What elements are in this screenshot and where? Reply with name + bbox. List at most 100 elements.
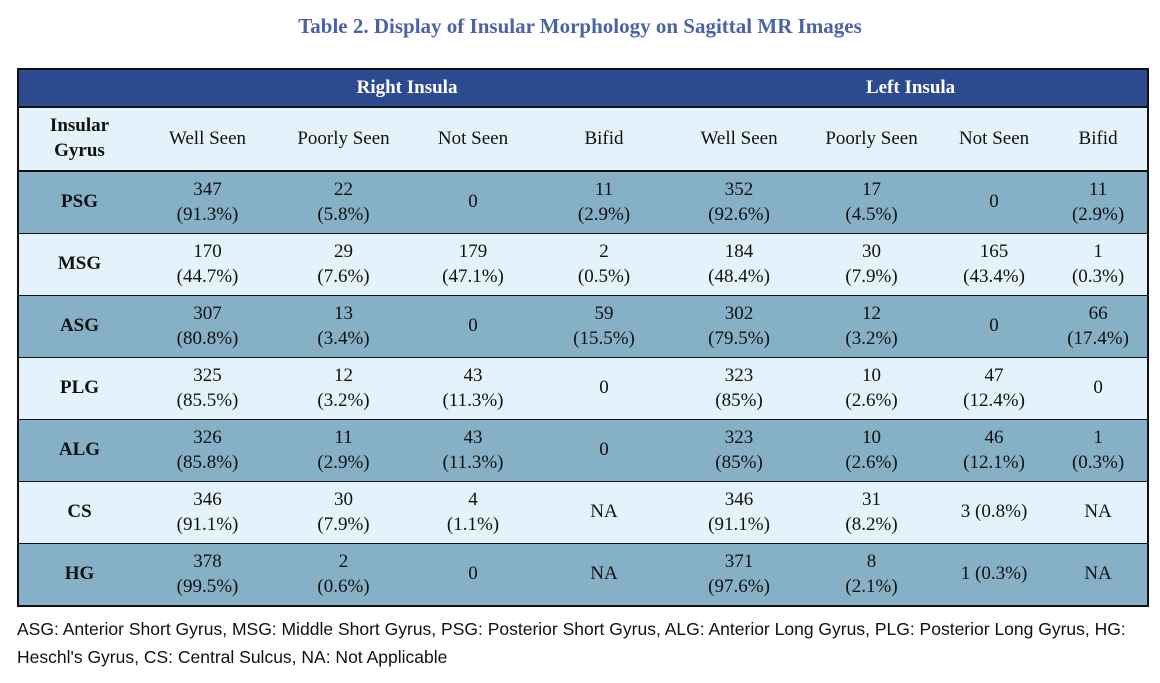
table-row: PLG 325 (85.5%) 12 (3.2%) 43 (11.3%) 0 323 (85%) 1… [17,357,1150,420]
cell-percent: (85%) [715,451,763,473]
cell-percent: (97.6%) [708,575,770,597]
row-label: HG [17,543,140,607]
cell-count: 307 [193,302,222,324]
cell-percent: (15.5%) [573,327,635,349]
row-label: PSG [17,170,140,234]
cell-percent: (2.6%) [845,451,898,473]
data-cell-left: 0 [1049,357,1150,420]
data-cell-left: 371 (97.6%) [674,543,805,607]
column-header-left-well: Well Seen [674,106,805,172]
data-cell-left: 8 (2.1%) [804,543,940,607]
cell-count: 31 [862,488,882,510]
column-header-gyrus: Insular Gyrus [17,106,140,172]
cell-count: 47 [984,364,1004,386]
data-cell-right: 43 (11.3%) [412,357,534,420]
cell-count: 12 [862,302,882,324]
cell-count: 179 [458,240,488,262]
cell-count: 11 [594,178,614,200]
cell-count: 12 [334,364,353,386]
cell-percent: (3.2%) [317,389,370,411]
data-cell-left: 346 (91.1%) [674,481,805,544]
cell-count: NA [1084,563,1112,585]
cell-count: 347 [193,178,222,200]
cell-percent: (11.3%) [442,451,504,473]
cell-percent: (80.8%) [176,327,239,349]
group-header-row: Right Insula Left Insula [17,68,1150,108]
data-cell-left: 1 (0.3%) [1049,419,1150,482]
cell-count: 170 [193,240,222,262]
cell-percent: (0.3%) [1071,265,1125,287]
table-row: CS 346 (91.1%) 30 (7.9%) 4 (1.1%) NA 346 (91.1%) 3… [17,481,1150,544]
cell-percent: (85.8%) [176,451,239,473]
cell-count: 0 [468,563,478,585]
table-row: ASG 307 (80.8%) 13 (3.4%) 0 59 (15.5%) 302 (79.5%… [17,295,1150,358]
cell-count: 371 [724,550,754,572]
data-cell-left: 12 (3.2%) [804,295,940,358]
data-cell-left: 66 (17.4%) [1049,295,1150,358]
data-cell-right: 13 (3.4%) [275,295,412,358]
cell-count: 0 [989,191,999,213]
cell-count: NA [590,501,618,523]
cell-percent: (43.4%) [963,265,1025,287]
cell-count: 1 (0.3%) [960,563,1028,585]
cell-count: 43 [463,364,483,386]
data-cell-right: 307 (80.8%) [140,295,275,358]
cell-count: 59 [594,302,614,324]
table-row: ALG 326 (85.8%) 11 (2.9%) 43 (11.3%) 0 323 (85%) 1… [17,419,1150,482]
gyrus-header-line2: Gyrus [54,140,105,161]
group-header-blank [17,68,140,108]
table-row: PSG 347 (91.3%) 22 (5.8%) 0 11 (2.9%) 352 (92.6%)… [17,170,1150,234]
cell-count: 10 [862,364,882,386]
table-footnote: ASG: Anterior Short Gyrus, MSG: Middle S… [17,619,1126,667]
row-label: PLG [17,357,140,420]
cell-percent: (3.4%) [317,327,370,349]
cell-percent: (92.6%) [708,203,770,225]
data-cell-right: 347 (91.3%) [140,170,275,234]
cell-count: 1 [1093,240,1103,262]
data-cell-left: 1 (0.3%) [939,543,1050,607]
cell-count: 302 [724,302,754,324]
cell-count: 30 [334,488,353,510]
cell-count: 1 [1093,426,1103,448]
data-cell-left: 3 (0.8%) [939,481,1050,544]
cell-count: 346 [724,488,754,510]
cell-count: 165 [979,240,1009,262]
data-cell-right: 43 (11.3%) [412,419,534,482]
cell-count: 323 [724,426,754,448]
cell-percent: (0.5%) [577,265,631,287]
data-cell-right: 0 [412,170,534,234]
data-cell-left: 11 (2.9%) [1049,170,1150,234]
cell-count: 17 [862,178,882,200]
data-cell-left: 46 (12.1%) [939,419,1050,482]
column-header-right-poor: Poorly Seen [275,106,412,172]
cell-percent: (3.2%) [845,327,898,349]
data-cell-left: 1 (0.3%) [1049,233,1150,296]
cell-percent: (12.4%) [963,389,1025,411]
data-cell-left: 0 [939,295,1050,358]
cell-percent: (99.5%) [176,575,239,597]
data-cell-left: NA [1049,543,1150,607]
cell-percent: (12.1%) [963,451,1025,473]
data-cell-left: 30 (7.9%) [804,233,940,296]
data-cell-right: 11 (2.9%) [275,419,412,482]
data-cell-right: 0 [534,357,675,420]
cell-count: 66 [1088,302,1108,324]
data-cell-right: 2 (0.6%) [275,543,412,607]
cell-count: 10 [862,426,882,448]
data-cell-right: 29 (7.6%) [275,233,412,296]
table-body: PSG 347 (91.3%) 22 (5.8%) 0 11 (2.9%) 352 (92.6%)… [17,170,1150,607]
data-cell-right: NA [534,543,675,607]
cell-count: 352 [724,178,754,200]
data-cell-left: 323 (85%) [674,419,805,482]
cell-count: 22 [334,178,353,200]
cell-percent: (0.6%) [317,575,370,597]
data-cell-right: 12 (3.2%) [275,357,412,420]
data-cell-right: 2 (0.5%) [534,233,675,296]
cell-percent: (2.9%) [577,203,631,225]
cell-count: 2 [338,550,349,572]
cell-percent: (11.3%) [442,389,504,411]
column-header-right-not: Not Seen [412,106,534,172]
data-cell-left: 165 (43.4%) [939,233,1050,296]
data-cell-left: 0 [939,170,1050,234]
cell-count: 184 [724,240,754,262]
